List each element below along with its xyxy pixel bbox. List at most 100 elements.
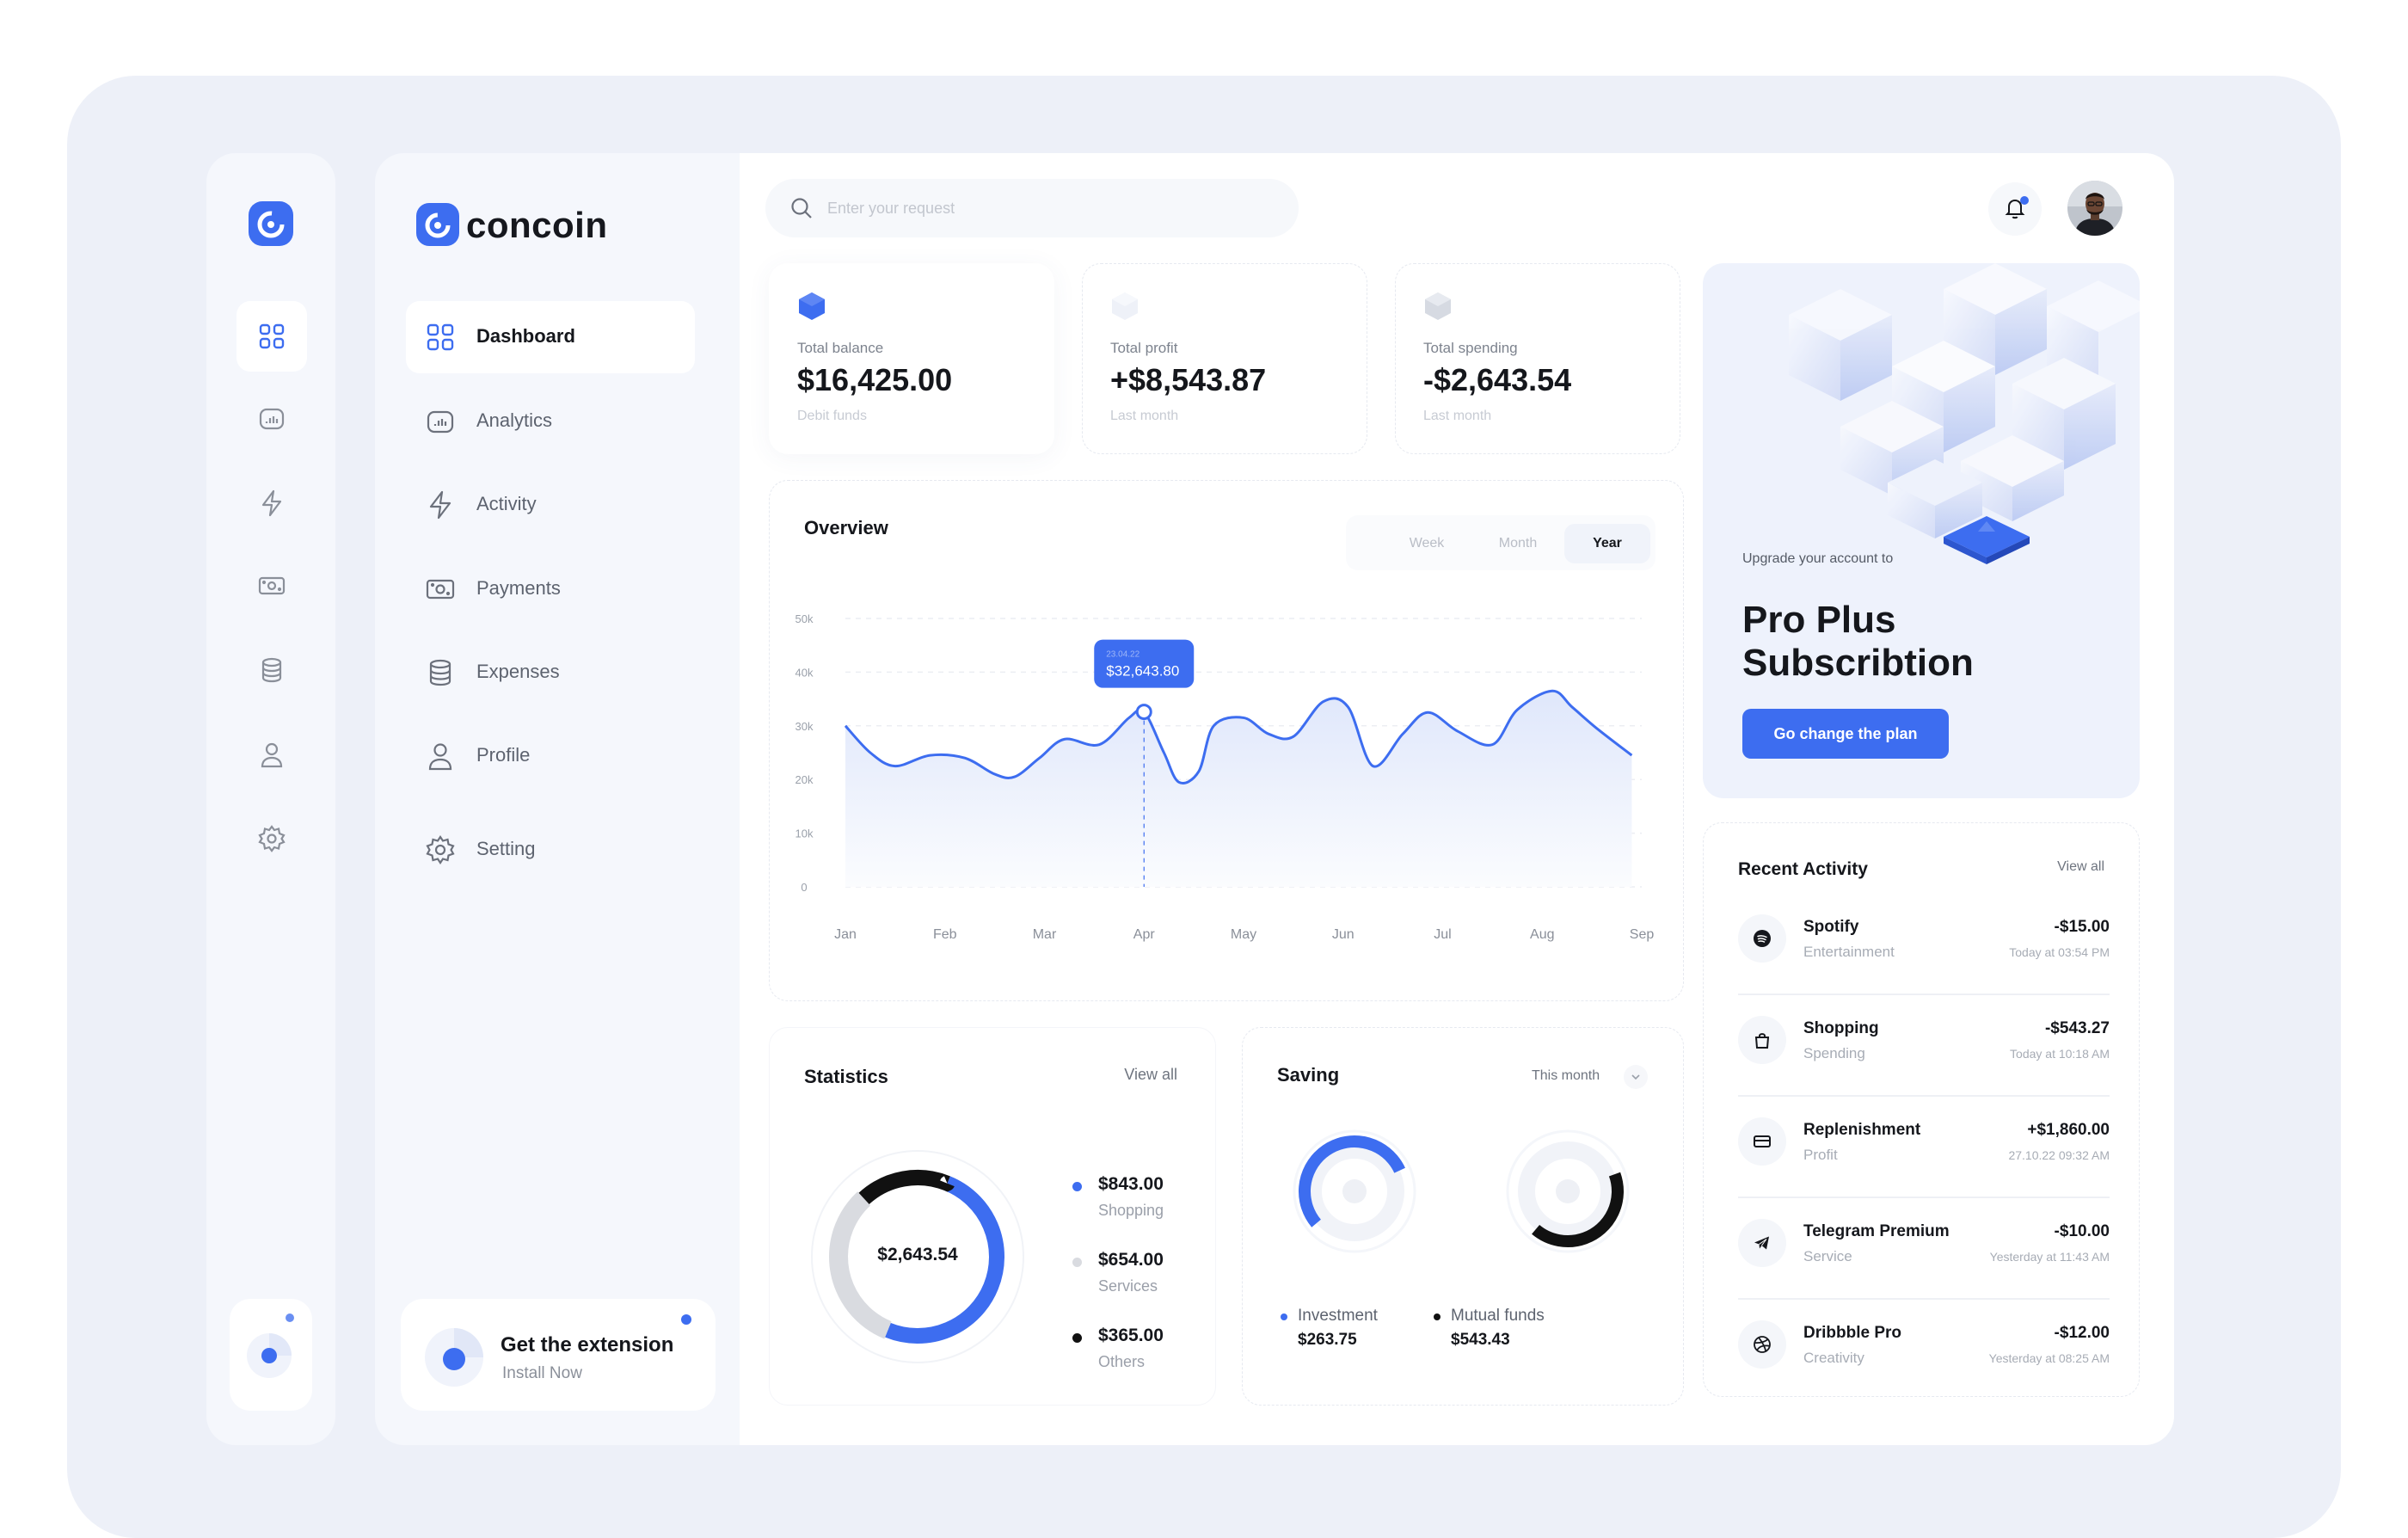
extension-install-link[interactable]: Install Now bbox=[502, 1364, 582, 1382]
activity-time: Today at 03:54 PM bbox=[2009, 945, 2110, 959]
nav-item-setting[interactable]: Setting bbox=[406, 814, 695, 886]
grid-icon bbox=[427, 323, 454, 351]
investment-gauge-hub bbox=[1342, 1179, 1367, 1203]
overview-card: Overview Week Month Year 0 10k 20k 30k 40k 50… bbox=[769, 480, 1684, 1001]
activity-item[interactable]: Shopping Spending -$543.27 Today at 10:1… bbox=[1738, 1009, 2110, 1086]
y-tick-label: 30k bbox=[796, 720, 814, 733]
x-tick-label: Jun bbox=[1332, 927, 1354, 942]
rail-payments[interactable] bbox=[236, 551, 307, 621]
legend-name: Investment bbox=[1298, 1307, 1378, 1325]
lightning-icon bbox=[261, 489, 282, 517]
legend-dot bbox=[1281, 1313, 1287, 1320]
promo-title: Pro Plus Subscribtion bbox=[1742, 599, 1974, 684]
cube-icon bbox=[1112, 292, 1138, 320]
activity-amount: -$543.27 bbox=[2044, 1019, 2110, 1037]
activity-item[interactable]: Telegram Premium Service -$10.00 Yesterd… bbox=[1738, 1212, 2110, 1289]
user-icon bbox=[428, 743, 452, 771]
saving-period-select[interactable]: This month bbox=[1526, 1061, 1652, 1095]
x-tick-label: Aug bbox=[1530, 927, 1554, 942]
rail-dashboard[interactable] bbox=[236, 301, 307, 372]
x-tick-label: Jan bbox=[834, 927, 857, 942]
money-icon bbox=[258, 576, 286, 595]
statistics-view-all-link[interactable]: View all bbox=[1124, 1066, 1177, 1083]
activity-name: Shopping bbox=[1803, 1019, 1879, 1037]
x-tick-label: Sep bbox=[1630, 927, 1655, 942]
activity-amount: -$10.00 bbox=[2054, 1222, 2110, 1240]
dribbble-icon bbox=[1754, 1336, 1771, 1353]
analytics-icon bbox=[427, 410, 454, 434]
main-content: Total balance $16,425.00 Debit funds Tot… bbox=[740, 153, 2174, 1445]
divider bbox=[1738, 994, 2110, 995]
stat-card-total-balance[interactable]: Total balance $16,425.00 Debit funds bbox=[769, 263, 1054, 454]
overview-chart[interactable]: 0 10k 20k 30k 40k 50k Jan Feb Mar Apr May Jun Jul Aug… bbox=[770, 481, 1685, 1002]
notifications-button[interactable] bbox=[1988, 182, 2042, 236]
nav-item-profile[interactable]: Profile bbox=[406, 720, 695, 792]
cubes-illustration bbox=[1789, 263, 2140, 564]
range-month-tab[interactable]: Month bbox=[1498, 536, 1538, 551]
database-icon bbox=[261, 657, 282, 683]
rail-analytics[interactable] bbox=[236, 384, 307, 454]
search-icon bbox=[791, 198, 812, 218]
activity-name: Spotify bbox=[1803, 918, 1859, 936]
x-tick-label: Feb bbox=[933, 927, 957, 942]
investment-gauge-inner bbox=[1305, 1141, 1404, 1241]
search-input[interactable] bbox=[827, 196, 1257, 220]
shopping-bag-icon bbox=[1754, 1033, 1770, 1049]
activity-item[interactable]: Spotify Entertainment -$15.00 Today at 0… bbox=[1738, 907, 2110, 985]
stat-card-total-profit[interactable]: Total profit +$8,543.87 Last month bbox=[1082, 263, 1367, 454]
donut-segment bbox=[831, 1170, 1004, 1344]
nav-label: Profile bbox=[476, 744, 531, 766]
nav-label: Activity bbox=[476, 493, 537, 514]
range-year-tab[interactable]: Year bbox=[1564, 524, 1650, 563]
y-tick-label: 40k bbox=[796, 666, 814, 679]
grid-icon bbox=[259, 323, 285, 349]
nav-item-analytics[interactable]: Analytics bbox=[406, 385, 695, 458]
user-icon bbox=[261, 742, 283, 768]
activity-time: Yesterday at 11:43 AM bbox=[1989, 1250, 2110, 1264]
legend-name: Shopping bbox=[1098, 1202, 1164, 1219]
x-tick-label: Mar bbox=[1033, 927, 1057, 942]
legend-value: $543.43 bbox=[1451, 1331, 1510, 1349]
activity-item[interactable]: Dribbble Pro Creativity -$12.00 Yesterda… bbox=[1738, 1313, 2110, 1391]
donut-center-value: $2,643.54 bbox=[877, 1245, 958, 1264]
telegram-icon bbox=[1754, 1236, 1769, 1250]
stat-label: Total balance bbox=[797, 340, 884, 356]
rail-profile[interactable] bbox=[236, 719, 307, 790]
nav-item-payments[interactable]: Payments bbox=[406, 553, 695, 625]
nav-item-expenses[interactable]: Expenses bbox=[406, 637, 695, 709]
mutual-funds-gauge-hub bbox=[1556, 1179, 1580, 1203]
overview-area bbox=[845, 691, 1632, 887]
overview-line bbox=[844, 689, 1633, 784]
recent-view-all-link[interactable]: View all bbox=[2057, 859, 2104, 874]
rail-expenses[interactable] bbox=[236, 635, 307, 705]
mutual-funds-gauge-inner bbox=[1518, 1141, 1618, 1241]
mutual-funds-gauge-arc bbox=[1512, 1135, 1624, 1247]
nav-item-dashboard[interactable]: Dashboard bbox=[406, 301, 695, 373]
nav-item-activity[interactable]: Activity bbox=[406, 469, 695, 541]
concoin-logo-icon[interactable] bbox=[249, 201, 293, 246]
extension-card[interactable]: Get the extension Install Now bbox=[401, 1299, 716, 1411]
rail-setting[interactable] bbox=[236, 803, 307, 874]
spotify-icon bbox=[1754, 930, 1771, 947]
avatar[interactable] bbox=[2067, 181, 2122, 236]
activity-category: Entertainment bbox=[1803, 944, 1895, 960]
range-week-tab[interactable]: Week bbox=[1409, 536, 1445, 551]
legend-name: Mutual funds bbox=[1451, 1307, 1545, 1325]
nav-label: Expenses bbox=[476, 661, 560, 682]
stat-card-total-spending[interactable]: Total spending -$2,643.54 Last month bbox=[1395, 263, 1680, 454]
change-plan-button[interactable]: Go change the plan bbox=[1742, 709, 1949, 759]
search-bar[interactable] bbox=[765, 179, 1299, 237]
statistics-donut[interactable] bbox=[806, 1145, 1029, 1369]
activity-time: 27.10.22 09:32 AM bbox=[2008, 1148, 2110, 1162]
card-icon bbox=[1754, 1135, 1771, 1147]
activity-item[interactable]: Replenishment Profit +$1,860.00 27.10.22… bbox=[1738, 1110, 2110, 1188]
legend-name: Others bbox=[1098, 1353, 1146, 1370]
promo-upgrade-text: Upgrade your account to bbox=[1742, 551, 1894, 566]
activity-amount: -$12.00 bbox=[2054, 1324, 2110, 1342]
rail-extension-button[interactable] bbox=[230, 1299, 312, 1411]
rail-activity[interactable] bbox=[236, 468, 307, 538]
period-label: This month bbox=[1532, 1068, 1600, 1083]
upgrade-promo-card: Upgrade your account to Pro Plus Subscri… bbox=[1703, 263, 2140, 798]
y-tick-label: 0 bbox=[801, 881, 807, 894]
tooltip-value: $32,643.80 bbox=[1106, 663, 1179, 680]
